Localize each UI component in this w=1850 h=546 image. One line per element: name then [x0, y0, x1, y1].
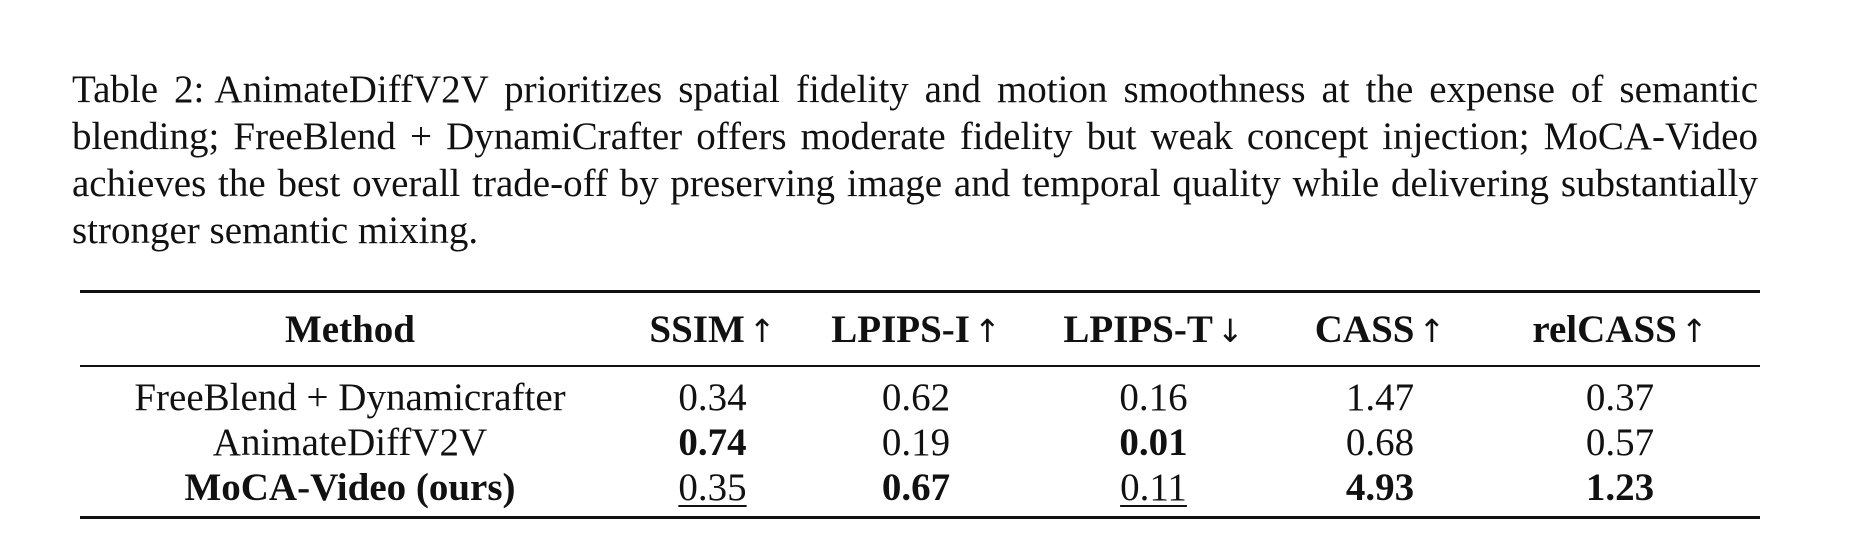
up-arrow-icon: ↑	[1418, 312, 1446, 351]
relcass-cell: 1.23	[1585, 465, 1655, 509]
down-arrow-icon: ↓	[1216, 312, 1244, 351]
lpips-i-cell: 0.62	[881, 375, 951, 419]
up-arrow-icon: ↑	[973, 312, 1001, 351]
ssim-cell: 0.35	[678, 465, 747, 509]
lpips-t-cell: 0.16	[1119, 375, 1188, 419]
cass-cell: 4.93	[1345, 465, 1415, 509]
lpips-i-cell: 0.67	[881, 465, 951, 509]
cass-cell: 1.47	[1345, 375, 1415, 419]
relcass-cell: 0.57	[1585, 420, 1655, 464]
table-row: AnimateDiffV2V 0.74 0.19 0.01 0.68 0.57	[80, 420, 1760, 465]
table-row: FreeBlend + Dynamicrafter 0.34 0.62 0.16…	[80, 366, 1760, 420]
header-relcass: relCASS ↑	[1532, 308, 1708, 352]
header-method: Method	[285, 308, 415, 352]
header-cass: CASS ↑	[1314, 308, 1446, 352]
results-table: Method SSIM ↑ LPIPS-I ↑ LPIPS-T ↓ CASS ↑ rel…	[80, 290, 1760, 519]
header-lpips-i: LPIPS-I ↑	[831, 308, 1001, 352]
method-cell: FreeBlend + Dynamicrafter	[134, 375, 566, 419]
caption-label: Table 2:	[72, 68, 205, 111]
relcass-cell: 0.37	[1585, 375, 1655, 419]
ssim-cell: 0.74	[678, 420, 747, 464]
method-cell: MoCA-Video (ours)	[184, 465, 516, 509]
ssim-cell: 0.34	[678, 375, 747, 419]
method-cell: AnimateDiffV2V	[212, 420, 488, 464]
header-lpips-t: LPIPS-T ↓	[1063, 308, 1244, 352]
table-header-row: Method SSIM ↑ LPIPS-I ↑ LPIPS-T ↓ CASS ↑ rel…	[80, 291, 1760, 366]
lpips-t-cell: 0.01	[1119, 420, 1188, 464]
table-caption: Table 2: AnimateDiffV2V prioritizes spati…	[72, 66, 1758, 254]
cass-cell: 0.68	[1345, 420, 1415, 464]
up-arrow-icon: ↑	[1680, 312, 1708, 351]
table-row: MoCA-Video (ours) 0.35 0.67 0.11 4.93 1.…	[80, 465, 1760, 517]
caption-text: AnimateDiffV2V prioritizes spatial fidel…	[72, 68, 1759, 252]
header-ssim: SSIM ↑	[649, 308, 776, 352]
lpips-t-cell: 0.11	[1120, 465, 1187, 509]
up-arrow-icon: ↑	[748, 312, 776, 351]
lpips-i-cell: 0.19	[881, 420, 951, 464]
